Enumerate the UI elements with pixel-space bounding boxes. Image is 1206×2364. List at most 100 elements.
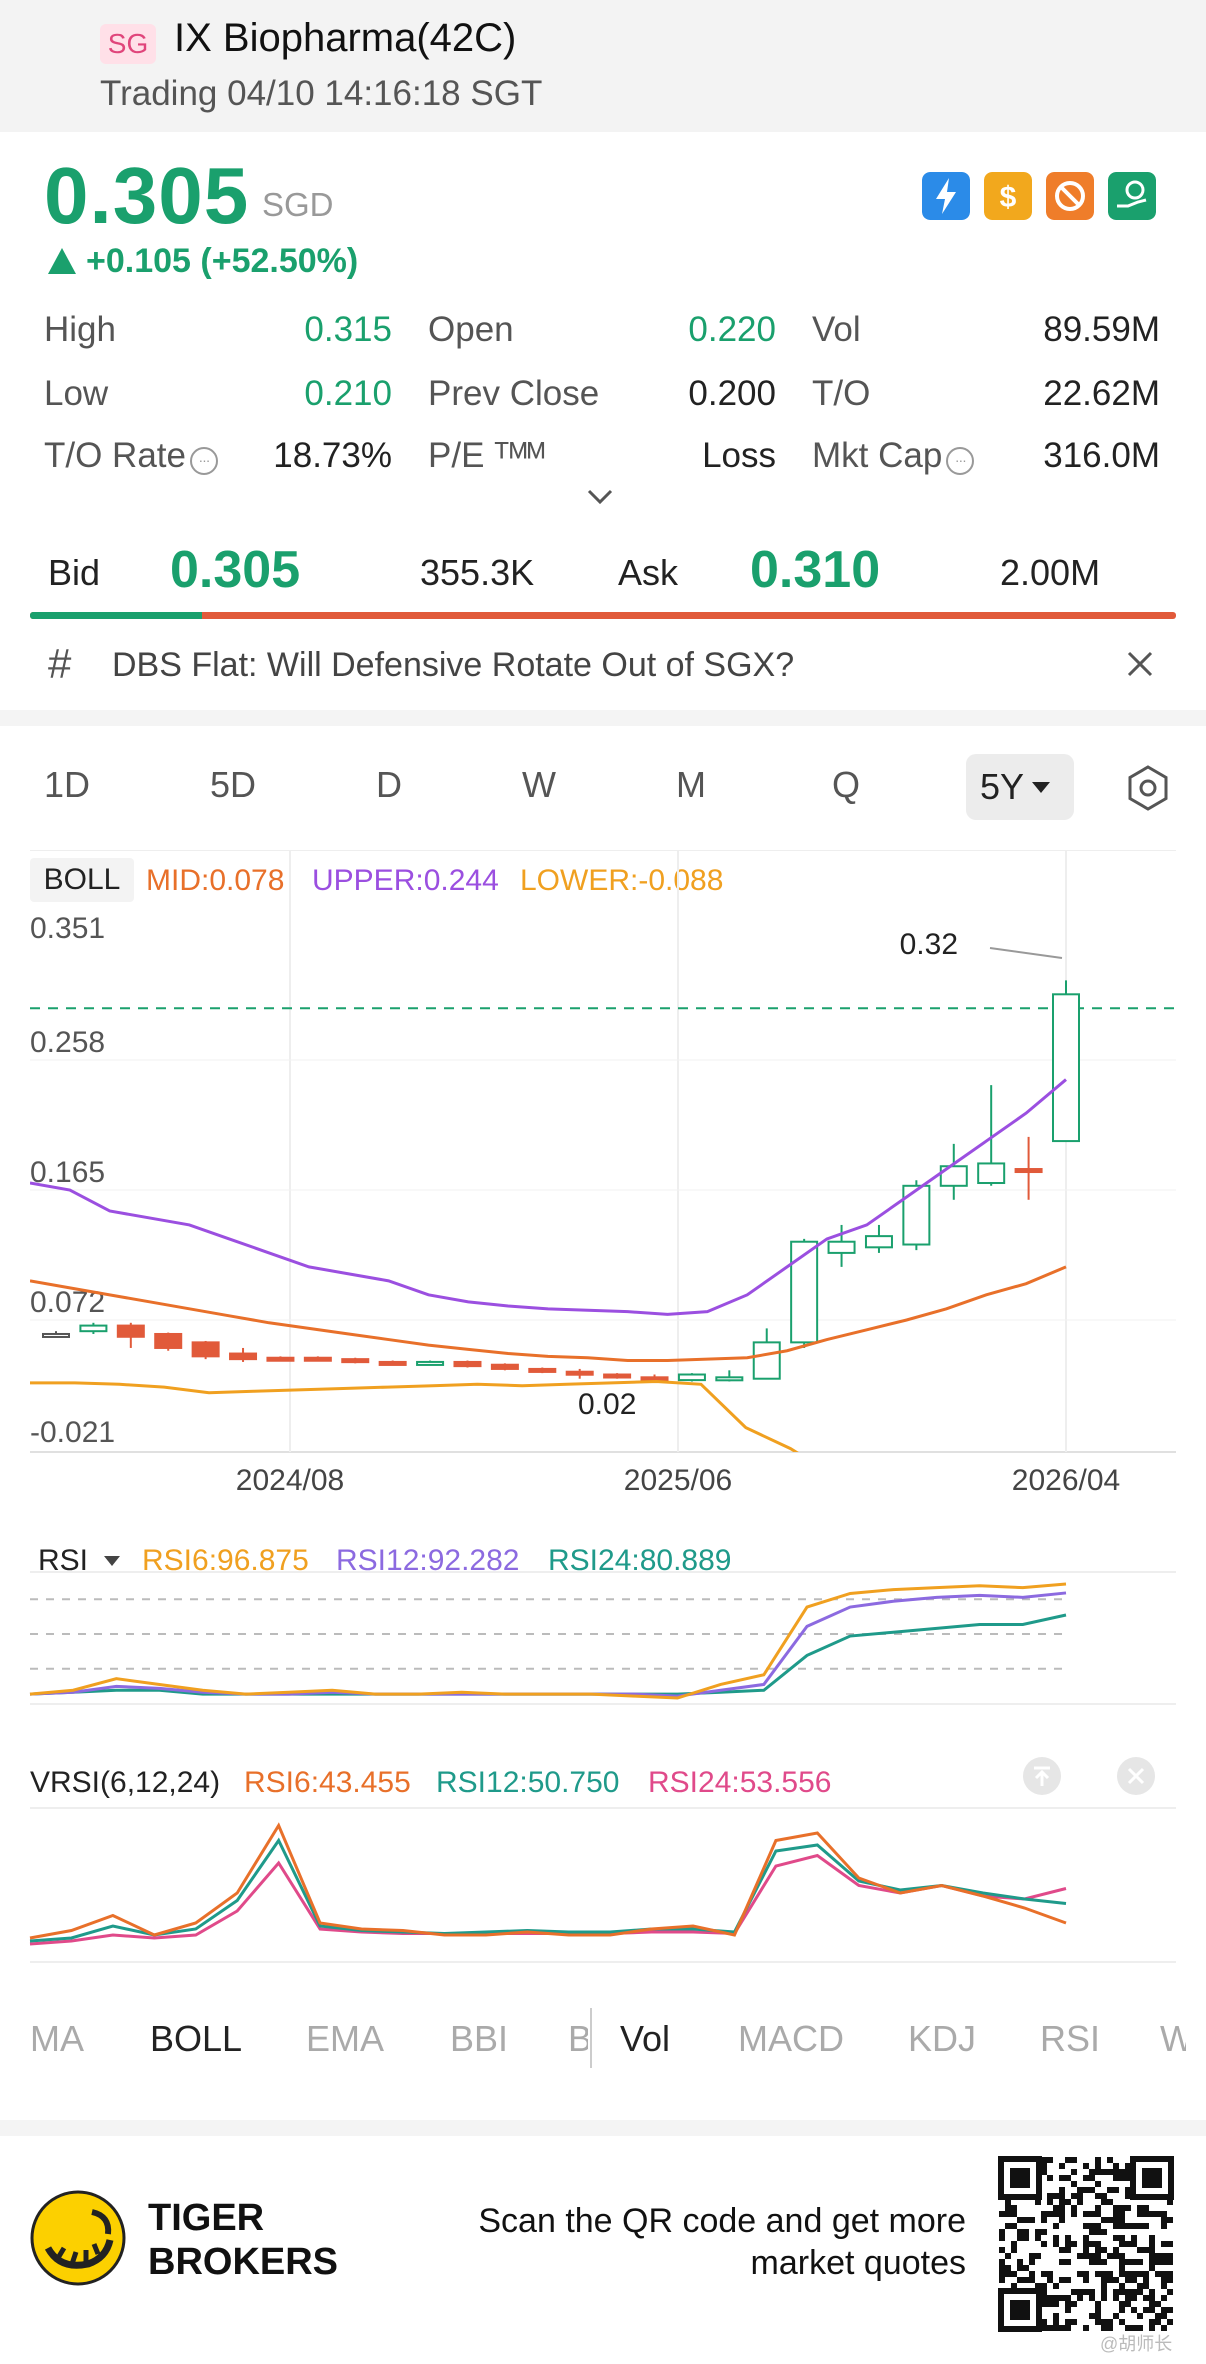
qr-module (1089, 2229, 1095, 2235)
open-value: 0.220 (688, 310, 776, 349)
news-headline[interactable]: DBS Flat: Will Defensive Rotate Out of S… (112, 646, 795, 684)
rsi-label[interactable]: RSI (38, 1544, 89, 1577)
boll-indicator-tag[interactable]: BOLL (30, 858, 134, 902)
price-chart[interactable]: 2024/08 2025/06 2026/040.3510.2580.1650.07… (0, 850, 1206, 1980)
lightning-icon[interactable] (922, 172, 970, 220)
qr-module (1029, 2259, 1035, 2265)
qr-module (1149, 2289, 1155, 2295)
period-tab-week[interactable]: W (522, 764, 556, 805)
indicator-tab-rsi[interactable]: RSI (1040, 2018, 1101, 2059)
period-tab-5d[interactable]: 5D (210, 764, 257, 805)
qr-module (1029, 2253, 1035, 2259)
qr-module (1161, 2217, 1167, 2223)
qr-module (1083, 2271, 1089, 2277)
qr-module (1065, 2175, 1071, 2181)
qr-module (999, 2277, 1005, 2283)
indicator-tab-bbi[interactable]: BBI (450, 2018, 509, 2059)
no-shorting-icon[interactable] (1046, 172, 1094, 220)
period-tab-month[interactable]: M (676, 764, 706, 805)
period-dropdown-label: 5Y (980, 766, 1025, 807)
qr-module (1119, 2223, 1125, 2229)
rsi24-line (29, 1613, 1067, 1696)
bid-ask-ratio-bar (30, 612, 1176, 619)
qr-module (1035, 2229, 1041, 2235)
mkt-cap-label[interactable]: Mkt Cap ··· (812, 436, 975, 476)
qr-module (1107, 2277, 1113, 2283)
qr-module (1095, 2193, 1101, 2199)
qr-module (1005, 2205, 1011, 2211)
turnover-rate-label[interactable]: T/O Rate ··· (44, 436, 218, 476)
qr-module (1161, 2253, 1167, 2259)
qr-module (1059, 2211, 1065, 2217)
qr-module (1161, 2283, 1167, 2289)
qr-module (1010, 2300, 1030, 2320)
qr-module (1023, 2229, 1029, 2235)
candle-body (790, 1240, 819, 1344)
brand-line-1: TIGER (148, 2197, 265, 2239)
qr-module (1047, 2277, 1053, 2283)
qr-module (1113, 2235, 1119, 2241)
triangle-down-icon[interactable] (104, 1556, 120, 1568)
candle-body (677, 1373, 706, 1382)
qr-module (1119, 2259, 1125, 2265)
qr-module (1167, 2259, 1173, 2265)
y-tick-label: 0.165 (30, 1156, 105, 1189)
qr-module (1005, 2271, 1011, 2277)
close-icon[interactable] (1124, 648, 1156, 680)
qr-module (1101, 2229, 1107, 2235)
period-dropdown-5y[interactable]: 5Y (966, 754, 1074, 820)
hash-icon: # (48, 640, 72, 687)
brand-line-2: BROKERS (148, 2241, 339, 2283)
qr-module (1107, 2325, 1113, 2331)
qr-module (1053, 2193, 1059, 2199)
qr-module (1023, 2277, 1029, 2283)
indicator-tab-macd[interactable]: MACD (738, 2018, 844, 2059)
period-tab-1d[interactable]: 1D (44, 764, 91, 805)
candle-body (341, 1358, 370, 1364)
indicator-tab-partial[interactable]: B (568, 2018, 588, 2059)
indicator-tab-partial-right[interactable]: W (1160, 2018, 1186, 2059)
turnover-label: T/O (812, 374, 871, 413)
tab-divider (590, 2008, 592, 2068)
period-tab-quarter[interactable]: Q (832, 764, 861, 805)
qr-module (1011, 2247, 1017, 2253)
qr-module (1041, 2283, 1047, 2289)
indicator-tab-boll[interactable]: BOLL (150, 2018, 243, 2059)
qr-module (1107, 2157, 1113, 2163)
qr-module (1095, 2307, 1101, 2313)
pin-top-icon[interactable] (1022, 1756, 1062, 1796)
indicator-tab-ema[interactable]: EMA (306, 2018, 385, 2059)
indicator-tab-vol[interactable]: Vol (620, 2018, 671, 2059)
qr-module (1113, 2187, 1119, 2193)
qr-module (1155, 2259, 1161, 2265)
hand-coin-icon[interactable] (1108, 172, 1156, 220)
qr-module (1089, 2175, 1095, 2181)
indicator-tab-kdj[interactable]: KDJ (908, 2018, 977, 2059)
qr-module (1095, 2319, 1101, 2325)
qr-module (1137, 2205, 1143, 2211)
qr-module (1059, 2205, 1065, 2211)
qr-module (1119, 2235, 1125, 2241)
settings-icon[interactable] (1124, 764, 1172, 812)
watermark: @胡师长 (1100, 2334, 1173, 2354)
info-icon[interactable]: ··· (189, 447, 218, 475)
close-icon[interactable] (1116, 1756, 1156, 1796)
qr-module (1059, 2247, 1065, 2253)
qr-module (1167, 2253, 1173, 2259)
chevron-down-icon[interactable] (585, 482, 615, 512)
qr-module (1113, 2277, 1119, 2283)
qr-module (1119, 2319, 1125, 2325)
y-tick-label: 0.258 (30, 1026, 105, 1059)
qr-module (1137, 2259, 1143, 2265)
qr-module (1149, 2211, 1155, 2217)
indicator-tab-ma[interactable]: MA (30, 2018, 84, 2059)
qr-module (1077, 2295, 1083, 2301)
qr-module (1131, 2325, 1137, 2331)
boll-lower-value: LOWER:-0.088 (520, 864, 724, 897)
turnover-rate-label-text: T/O Rate (44, 436, 186, 475)
period-tab-day[interactable]: D (376, 764, 402, 805)
qr-module (1107, 2199, 1113, 2205)
info-icon[interactable]: ··· (946, 447, 975, 475)
dollar-icon[interactable]: $ (984, 172, 1032, 220)
qr-module (1065, 2307, 1071, 2313)
